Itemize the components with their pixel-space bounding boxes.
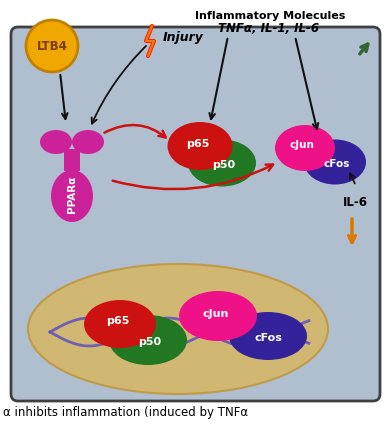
Text: p65: p65 bbox=[186, 139, 210, 149]
Text: cJun: cJun bbox=[203, 309, 229, 319]
Text: IL-6: IL-6 bbox=[343, 195, 368, 209]
Text: TNFα, IL-1, IL-6: TNFα, IL-1, IL-6 bbox=[217, 22, 318, 34]
Text: cFos: cFos bbox=[324, 159, 350, 169]
Text: α inhibits inflammation (induced by TNFα: α inhibits inflammation (induced by TNFα bbox=[3, 406, 248, 419]
Ellipse shape bbox=[229, 312, 307, 360]
Text: p65: p65 bbox=[106, 316, 130, 326]
Text: cJun: cJun bbox=[290, 140, 315, 150]
Ellipse shape bbox=[84, 300, 156, 348]
Ellipse shape bbox=[72, 130, 104, 154]
Text: Inflammatory Molecules: Inflammatory Molecules bbox=[195, 11, 345, 21]
Text: p50: p50 bbox=[139, 337, 162, 347]
Text: cFos: cFos bbox=[254, 333, 282, 343]
Ellipse shape bbox=[51, 170, 93, 222]
Ellipse shape bbox=[188, 139, 256, 187]
Ellipse shape bbox=[40, 130, 72, 154]
Text: p50: p50 bbox=[212, 160, 235, 170]
Text: PPARα: PPARα bbox=[67, 175, 77, 213]
Circle shape bbox=[26, 20, 78, 72]
Ellipse shape bbox=[168, 122, 232, 170]
Text: Injury: Injury bbox=[163, 31, 204, 44]
Ellipse shape bbox=[304, 139, 366, 184]
Bar bbox=[64, 149, 80, 171]
Ellipse shape bbox=[28, 264, 328, 394]
Ellipse shape bbox=[109, 315, 187, 365]
Ellipse shape bbox=[275, 125, 335, 171]
FancyBboxPatch shape bbox=[11, 27, 380, 401]
Ellipse shape bbox=[179, 291, 257, 341]
Text: LTB4: LTB4 bbox=[37, 39, 68, 53]
